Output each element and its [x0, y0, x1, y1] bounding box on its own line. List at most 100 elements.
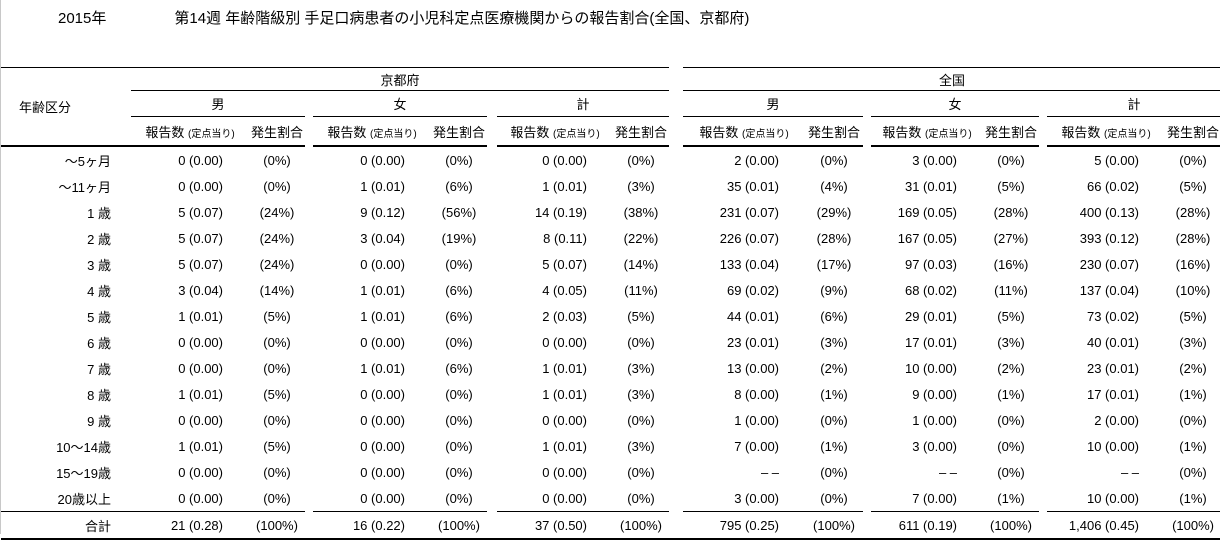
age-label: 4 歳 [87, 283, 111, 299]
column-gap [1039, 251, 1047, 277]
report-count-cell: 1 (0.01) [178, 308, 223, 324]
column-gap [487, 303, 497, 329]
report-count-cell: 0 (0.00) [360, 256, 405, 272]
age-label: 3 歳 [87, 257, 111, 273]
data-row: 9 歳 0 (0.00) (0%) 0 (0.00) (0%) 0 (0.00) (0%) 1… [1, 407, 1220, 433]
rate-cell: (0%) [445, 438, 473, 454]
column-gap [305, 277, 313, 303]
report-count-cell: 795 (0.25) [683, 512, 806, 540]
rate-cell: (1%) [983, 485, 1040, 512]
age-label: ～5ヶ月 [64, 153, 111, 169]
report-label: 報告数 [327, 124, 367, 140]
report-count-cell: 0 (0.00) [360, 334, 405, 350]
rate-cell: (6%) [445, 178, 473, 194]
column-gap [863, 199, 871, 225]
data-row: 6 歳 0 (0.00) (0%) 0 (0.00) (0%) 0 (0.00) (0%) 2… [1, 329, 1220, 355]
column-gap [123, 355, 131, 381]
column-gap [863, 381, 871, 407]
rate-cell: (0%) [627, 152, 655, 168]
column-gap [669, 303, 683, 329]
column-gap [487, 251, 497, 277]
rate-cell: (28%) [1175, 204, 1211, 220]
column-gap [123, 277, 131, 303]
age-label: 8 歳 [87, 387, 111, 403]
rate-cell: (0%) [627, 412, 655, 428]
age-label: 6 歳 [87, 335, 111, 351]
rate-cell: (16%) [1175, 256, 1211, 272]
group-header-row: 年齢区分 京都府 全国 [1, 67, 1220, 147]
column-gap [487, 329, 497, 355]
rate-cell: (24%) [259, 204, 295, 220]
report-count-cell: 37 (0.50) [497, 512, 613, 540]
rate-cell: (28%) [816, 230, 852, 246]
rate-cell: (100%) [431, 512, 487, 540]
rate-cell: (100%) [805, 512, 864, 540]
rate-cell: (0%) [1179, 412, 1207, 428]
rate-cell: (6%) [445, 308, 473, 324]
rate-cell: (9%) [820, 282, 848, 298]
col-header-report: 報告数 (定点当り) [1047, 117, 1166, 147]
report-count-cell: 2 (0.03) [542, 308, 587, 324]
column-gap [1039, 459, 1047, 485]
column-gap [305, 251, 313, 277]
column-gap [863, 459, 871, 485]
column-gap [669, 251, 683, 277]
column-gap [669, 173, 683, 199]
rate-cell: (38%) [623, 204, 659, 220]
rate-cell: (3%) [627, 178, 655, 194]
column-gap [1039, 147, 1047, 173]
per-sentinel-label: (定点当り) [742, 128, 789, 140]
report-count-cell: 0 (0.00) [178, 464, 223, 480]
rate-cell: (3%) [627, 386, 655, 402]
col-header-report: 報告数 (定点当り) [131, 117, 249, 147]
rate-cell: (2%) [820, 360, 848, 376]
column-gap [123, 147, 131, 173]
rate-cell: (19%) [441, 230, 477, 246]
column-gap [669, 117, 683, 147]
column-gap [305, 459, 313, 485]
col-header-rate: 発生割合 [431, 117, 487, 147]
column-gap [1039, 117, 1047, 147]
rate-cell: (27%) [993, 230, 1029, 246]
report-count-cell: 23 (0.01) [726, 334, 780, 350]
column-gap [1039, 355, 1047, 381]
rate-cell: (2%) [1179, 360, 1207, 376]
age-column-header: 年齢区分 [1, 67, 123, 147]
age-label: ～11ヶ月 [58, 179, 112, 195]
report-count-cell: 10 (0.00) [1047, 485, 1166, 512]
report-count-cell: 3 (0.04) [360, 230, 405, 246]
group-header-kyoto: 京都府 [131, 67, 670, 91]
report-count-cell: – – [1120, 464, 1140, 480]
rate-cell: (5%) [997, 178, 1025, 194]
rate-cell: (1%) [820, 386, 848, 402]
report-label: 報告数 [510, 124, 550, 140]
report-count-cell: 169 (0.05) [897, 204, 958, 220]
report-count-cell: 16 (0.22) [313, 512, 431, 540]
column-gap [487, 277, 497, 303]
rate-cell: (10%) [1175, 282, 1211, 298]
data-row: 4 歳 3 (0.04) (14%) 1 (0.01) (6%) 4 (0.05) (11%… [1, 277, 1220, 303]
report-count-cell: 35 (0.01) [726, 178, 780, 194]
report-count-cell: 68 (0.02) [904, 282, 958, 298]
total-label: 合計 [1, 512, 123, 540]
column-gap [487, 485, 497, 512]
column-gap [123, 91, 131, 117]
report-count-cell: 0 (0.00) [542, 464, 587, 480]
rate-cell: (1%) [1179, 386, 1207, 402]
column-gap [123, 251, 131, 277]
rate-cell: (5%) [263, 386, 291, 402]
report-count-cell: 167 (0.05) [897, 230, 958, 246]
column-gap [123, 512, 131, 540]
column-gap [863, 407, 871, 433]
age-label: 7 歳 [87, 361, 111, 377]
report-count-cell: 1 (0.01) [542, 178, 587, 194]
col-header-report: 報告数 (定点当り) [313, 117, 431, 147]
column-gap [1039, 199, 1047, 225]
column-gap [1039, 433, 1047, 459]
rate-cell: (0%) [997, 438, 1025, 454]
column-gap [305, 117, 313, 147]
column-gap [123, 459, 131, 485]
report-label: 報告数 [1061, 124, 1101, 140]
data-row: 2 歳 5 (0.07) (24%) 3 (0.04) (19%) 8 (0.11) (22… [1, 225, 1220, 251]
col-header-rate: 発生割合 [613, 117, 670, 147]
